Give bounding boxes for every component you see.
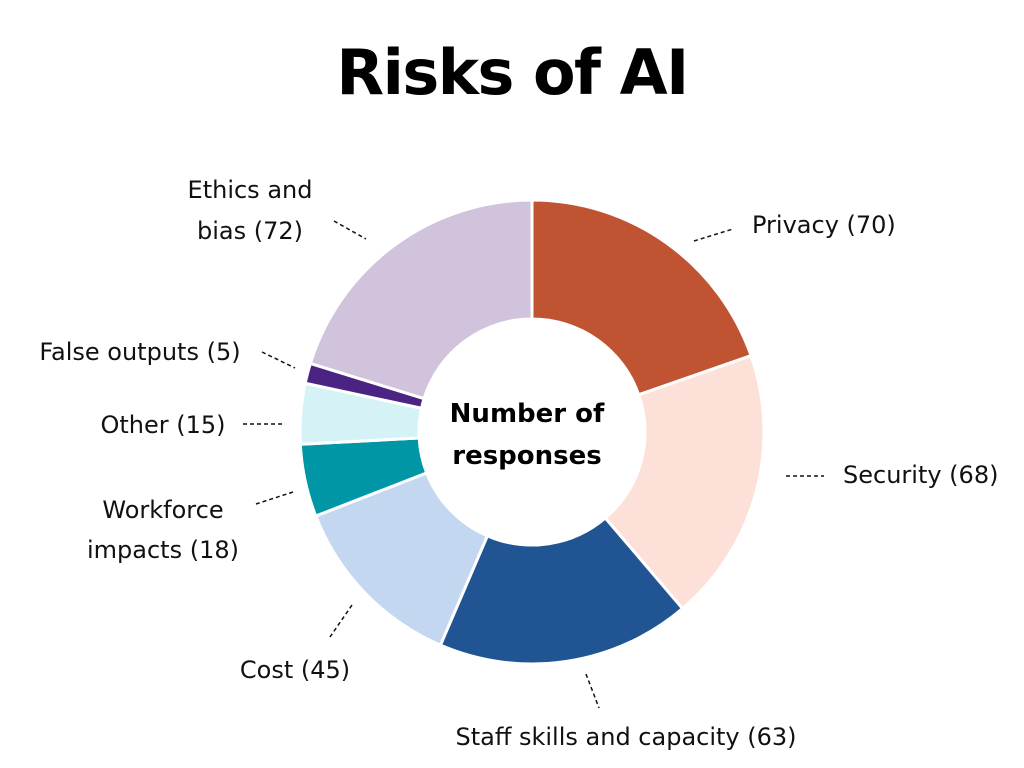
center-label-line-2: responses xyxy=(452,441,602,471)
donut-slices xyxy=(298,198,766,666)
chart-title: Risks of AI xyxy=(336,36,689,109)
slice-ethics-and-bias xyxy=(308,198,534,401)
label-cost: Cost (45) xyxy=(240,656,350,684)
center-label-line-1: Number of xyxy=(450,399,605,429)
label-ethics-and-bias: Ethics and bias (72) xyxy=(188,176,313,245)
label-false-outputs: False outputs (5) xyxy=(39,338,240,366)
leader-workforce-impacts xyxy=(255,491,294,505)
leader-false-outputs xyxy=(261,351,296,369)
slice-privacy xyxy=(530,198,753,397)
leader-staff-skills-and-capacity xyxy=(585,673,600,709)
slice-staff-skills-and-capacity xyxy=(438,515,685,666)
label-staff-skills-and-capacity: Staff skills and capacity (63) xyxy=(455,723,796,751)
label-security: Security (68) xyxy=(843,461,998,489)
leader-ethics-and-bias xyxy=(333,220,367,240)
label-privacy: Privacy (70) xyxy=(752,211,896,239)
label-other: Other (15) xyxy=(100,411,225,439)
slice-labels: Privacy (70) Security (68) Staff skills an… xyxy=(39,176,998,751)
slice-security xyxy=(603,353,766,611)
leader-lines xyxy=(243,220,824,709)
label-workforce-impacts: Workforce impacts (18) xyxy=(87,496,239,564)
leader-privacy xyxy=(693,228,734,242)
leader-cost xyxy=(329,604,353,638)
